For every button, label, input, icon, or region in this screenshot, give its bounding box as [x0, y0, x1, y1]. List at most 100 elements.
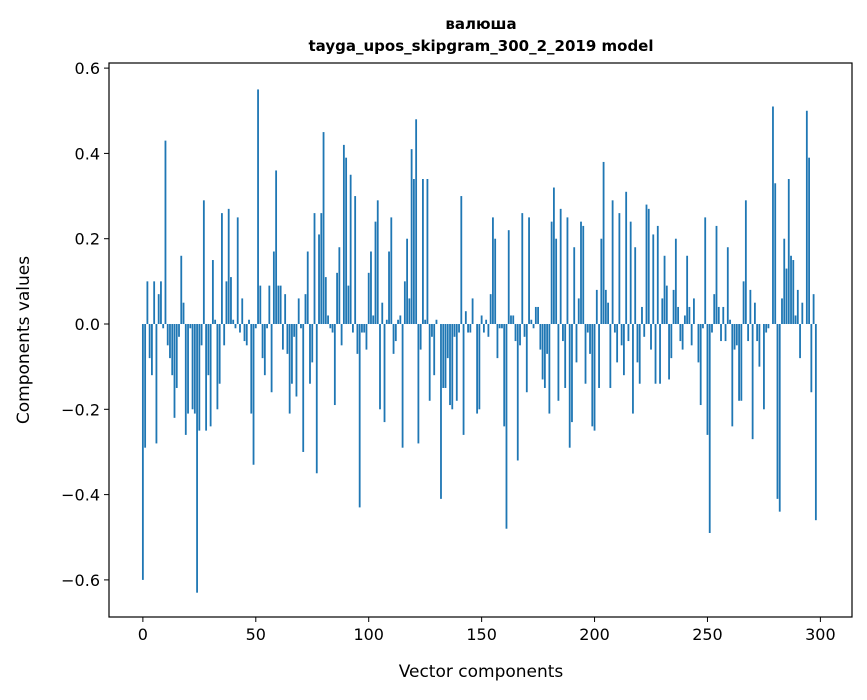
bar [270, 324, 273, 393]
bar [191, 324, 194, 410]
bar [810, 324, 813, 393]
bar [209, 324, 212, 427]
bar [510, 315, 512, 325]
bar [263, 324, 266, 376]
bar [478, 324, 481, 410]
bar [652, 234, 655, 325]
y-axis-label: Components values [14, 256, 34, 424]
bar [519, 324, 521, 346]
bar [295, 324, 298, 397]
bar [408, 298, 411, 325]
bar [166, 324, 169, 346]
bar [464, 311, 467, 325]
bar [720, 324, 722, 342]
bar [650, 324, 652, 350]
bar [600, 238, 603, 325]
bar [189, 324, 192, 329]
bar [679, 324, 682, 342]
bar [476, 324, 479, 414]
bar [546, 324, 549, 354]
bar [329, 324, 332, 329]
bar [193, 324, 196, 414]
bar [783, 238, 786, 325]
bar [591, 324, 594, 427]
bar [607, 302, 610, 325]
bar [801, 302, 804, 325]
bar [742, 281, 745, 325]
bar [740, 324, 743, 401]
bar [214, 319, 217, 325]
bar [379, 324, 381, 410]
bar [693, 298, 695, 325]
bar [410, 149, 413, 325]
bar [469, 324, 472, 333]
bar [573, 247, 576, 325]
bar [180, 255, 183, 325]
bar [383, 324, 386, 423]
bar [602, 161, 605, 325]
x-axis-label: Vector components [399, 662, 564, 682]
bar [613, 324, 616, 333]
bar [164, 140, 167, 325]
bar [259, 285, 262, 325]
bar [595, 289, 598, 325]
bar [634, 247, 637, 325]
y-tick-label: 0.2 [75, 230, 100, 249]
bar [616, 324, 619, 363]
bar [291, 324, 293, 384]
bar [175, 324, 178, 388]
bar [302, 324, 305, 452]
bar [266, 324, 268, 329]
bar [444, 324, 447, 388]
bar [205, 324, 208, 431]
bar [153, 281, 156, 325]
bar [306, 251, 309, 325]
bar [537, 306, 539, 325]
bar [555, 238, 558, 325]
bar [641, 306, 643, 325]
bar [458, 324, 460, 333]
bar [286, 324, 289, 354]
bar [250, 324, 253, 414]
bar [620, 324, 623, 346]
x-tick-label: 0 [138, 625, 148, 644]
bar [157, 294, 160, 325]
bar [552, 187, 555, 325]
bar [390, 217, 393, 325]
bar [580, 221, 582, 325]
bar [141, 324, 144, 580]
bar [557, 324, 560, 401]
bar [532, 324, 535, 329]
bar [433, 324, 436, 376]
bar [318, 234, 320, 325]
bar [196, 324, 198, 593]
bar [403, 281, 406, 325]
bar [772, 106, 774, 325]
x-tick-label: 50 [246, 625, 266, 644]
bar [505, 324, 508, 529]
bar [374, 221, 377, 325]
bar [482, 324, 485, 333]
bar [645, 204, 648, 325]
bar [376, 200, 379, 325]
bar [399, 315, 402, 325]
bar [401, 324, 404, 448]
bar [428, 324, 431, 401]
bar [498, 324, 501, 329]
bar [632, 324, 634, 414]
bar [397, 319, 399, 325]
bar [792, 260, 795, 325]
bar [677, 306, 680, 325]
bar [485, 319, 488, 325]
bar [753, 302, 756, 325]
bar [347, 285, 350, 325]
bar [338, 247, 341, 325]
y-tick-label: 0.0 [75, 315, 100, 334]
bar [672, 289, 675, 325]
bar [462, 324, 465, 435]
bar [582, 225, 585, 325]
bar [284, 294, 287, 325]
bar [451, 324, 454, 410]
bar [202, 200, 205, 325]
